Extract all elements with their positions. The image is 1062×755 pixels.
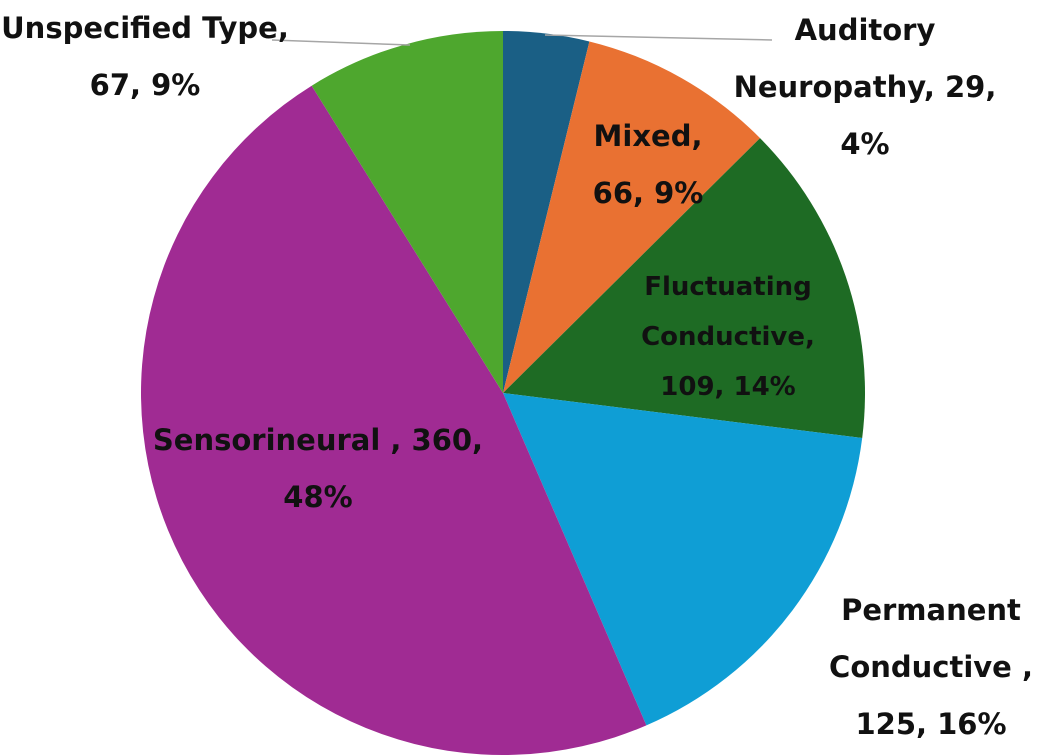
- data-label: Sensorineural , 360, 48%: [152, 423, 484, 514]
- data-label: Fluctuating Conductive, 109, 14%: [641, 272, 815, 402]
- pie-slice: [503, 31, 590, 393]
- data-label: Permanent Conductive , 125, 16%: [829, 593, 1033, 741]
- pie-slice: [140, 85, 647, 755]
- data-label: Unspecified Type, 67, 9%: [1, 11, 289, 102]
- leader-line: [544, 34, 773, 41]
- leader-line: [271, 39, 411, 46]
- pie-slice: [311, 30, 503, 393]
- pie-slice: [503, 393, 863, 726]
- pie-slice: [503, 138, 866, 439]
- data-label: Mixed, 66, 9%: [592, 119, 704, 210]
- pie-slice: [503, 41, 761, 394]
- data-label: Auditory Neuropathy, 29, 4%: [733, 13, 997, 161]
